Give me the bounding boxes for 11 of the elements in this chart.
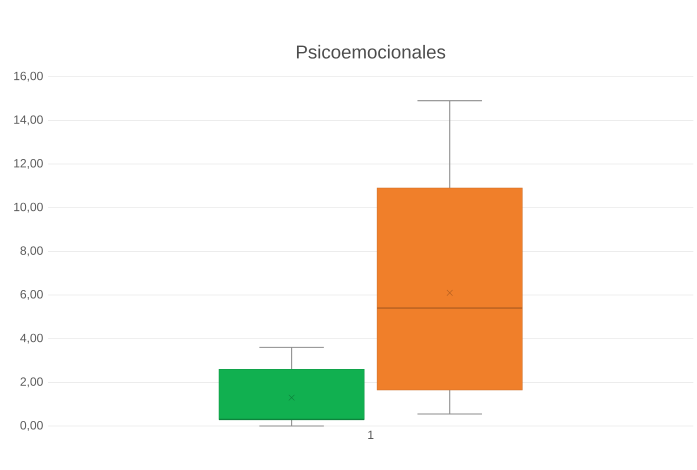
y-tick-label: 8,00 [20,246,43,256]
y-tick-label: 6,00 [20,290,43,300]
y-tick-label: 0,00 [20,421,43,431]
y-tick-label: 12,00 [14,159,43,169]
y-tick-label: 14,00 [14,115,43,126]
y-tick-label: 4,00 [20,334,43,344]
y-tick-label: 2,00 [20,377,43,388]
x-tick-label: 1 [368,430,374,439]
y-tick-label: 10,00 [14,202,43,213]
chart-title: Psicoemocionales [296,44,446,59]
y-tick-label: 16,00 [14,72,43,82]
